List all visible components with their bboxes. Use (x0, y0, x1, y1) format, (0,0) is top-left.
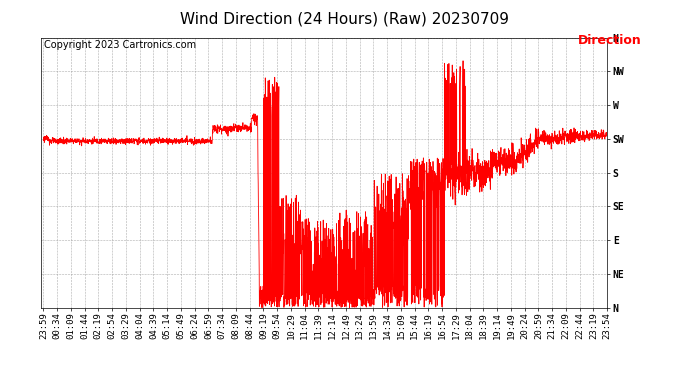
Text: Copyright 2023 Cartronics.com: Copyright 2023 Cartronics.com (44, 40, 197, 50)
Text: Wind Direction (24 Hours) (Raw) 20230709: Wind Direction (24 Hours) (Raw) 20230709 (181, 11, 509, 26)
Text: Direction: Direction (578, 34, 642, 47)
